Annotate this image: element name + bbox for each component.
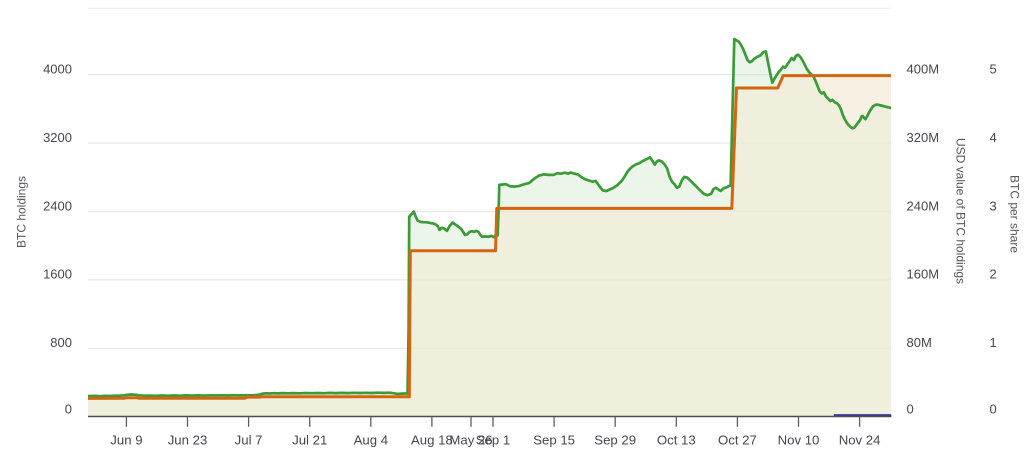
svg-text:4: 4 [990, 130, 997, 145]
svg-text:Oct 13: Oct 13 [657, 432, 696, 447]
svg-text:1: 1 [990, 335, 997, 350]
svg-text:May 26: May 26 [449, 432, 492, 447]
svg-text:4000: 4000 [43, 61, 72, 76]
svg-text:240M: 240M [907, 198, 940, 213]
svg-text:Oct 27: Oct 27 [718, 432, 757, 447]
svg-text:Jul 21: Jul 21 [292, 432, 327, 447]
svg-text:BTC holdings: BTC holdings [15, 176, 29, 248]
svg-text:800: 800 [50, 335, 72, 350]
svg-text:Jun 23: Jun 23 [168, 432, 208, 447]
svg-text:320M: 320M [907, 130, 940, 145]
svg-text:3200: 3200 [43, 130, 72, 145]
svg-text:Jun 9: Jun 9 [110, 432, 142, 447]
svg-text:Nov 24: Nov 24 [839, 432, 881, 447]
svg-text:0: 0 [65, 402, 72, 417]
svg-text:Aug 4: Aug 4 [354, 432, 388, 447]
svg-text:USD value of BTC holdings: USD value of BTC holdings [954, 138, 968, 284]
svg-text:0: 0 [907, 402, 914, 417]
svg-text:Aug 18: Aug 18 [411, 432, 453, 447]
svg-text:Jul 7: Jul 7 [235, 432, 263, 447]
svg-text:2400: 2400 [43, 198, 72, 213]
svg-text:160M: 160M [907, 267, 940, 282]
svg-text:5: 5 [990, 61, 997, 76]
svg-text:0: 0 [990, 402, 997, 417]
svg-text:Sep 15: Sep 15 [533, 432, 575, 447]
svg-text:80M: 80M [907, 335, 932, 350]
svg-text:Sep 1: Sep 1 [476, 432, 510, 447]
svg-text:Nov 10: Nov 10 [778, 432, 820, 447]
svg-text:400M: 400M [907, 61, 940, 76]
svg-text:BTC per share: BTC per share [1008, 175, 1022, 253]
svg-text:1600: 1600 [43, 267, 72, 282]
svg-text:3: 3 [990, 198, 997, 213]
svg-text:2: 2 [990, 267, 997, 282]
svg-text:Sep 29: Sep 29 [594, 432, 636, 447]
